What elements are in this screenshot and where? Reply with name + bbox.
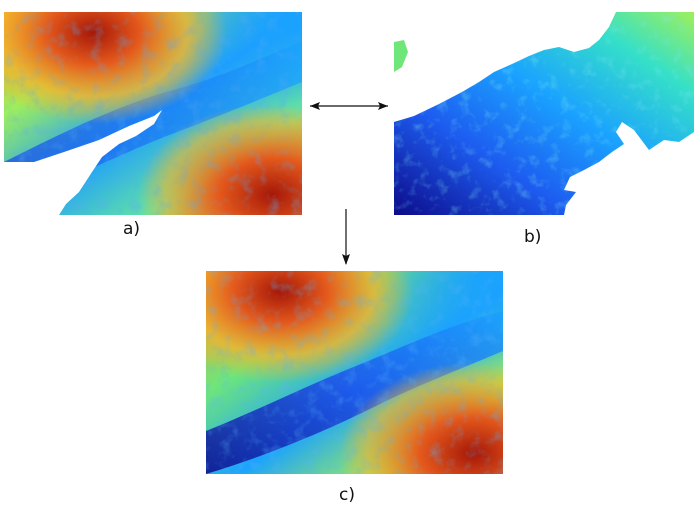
elevation-map-c-image [206, 271, 503, 474]
panel-b-elevation-map [394, 12, 694, 215]
panel-c-elevation-map [206, 271, 503, 474]
caption-b: b) [524, 227, 542, 247]
panel-a-elevation-map [4, 12, 302, 215]
elevation-map-a-image [4, 12, 302, 215]
down-arrow [342, 209, 350, 265]
caption-a: a) [123, 219, 141, 239]
elevation-map-b-image [394, 12, 694, 215]
caption-c: c) [339, 485, 355, 505]
double-headed-arrow [310, 102, 388, 110]
